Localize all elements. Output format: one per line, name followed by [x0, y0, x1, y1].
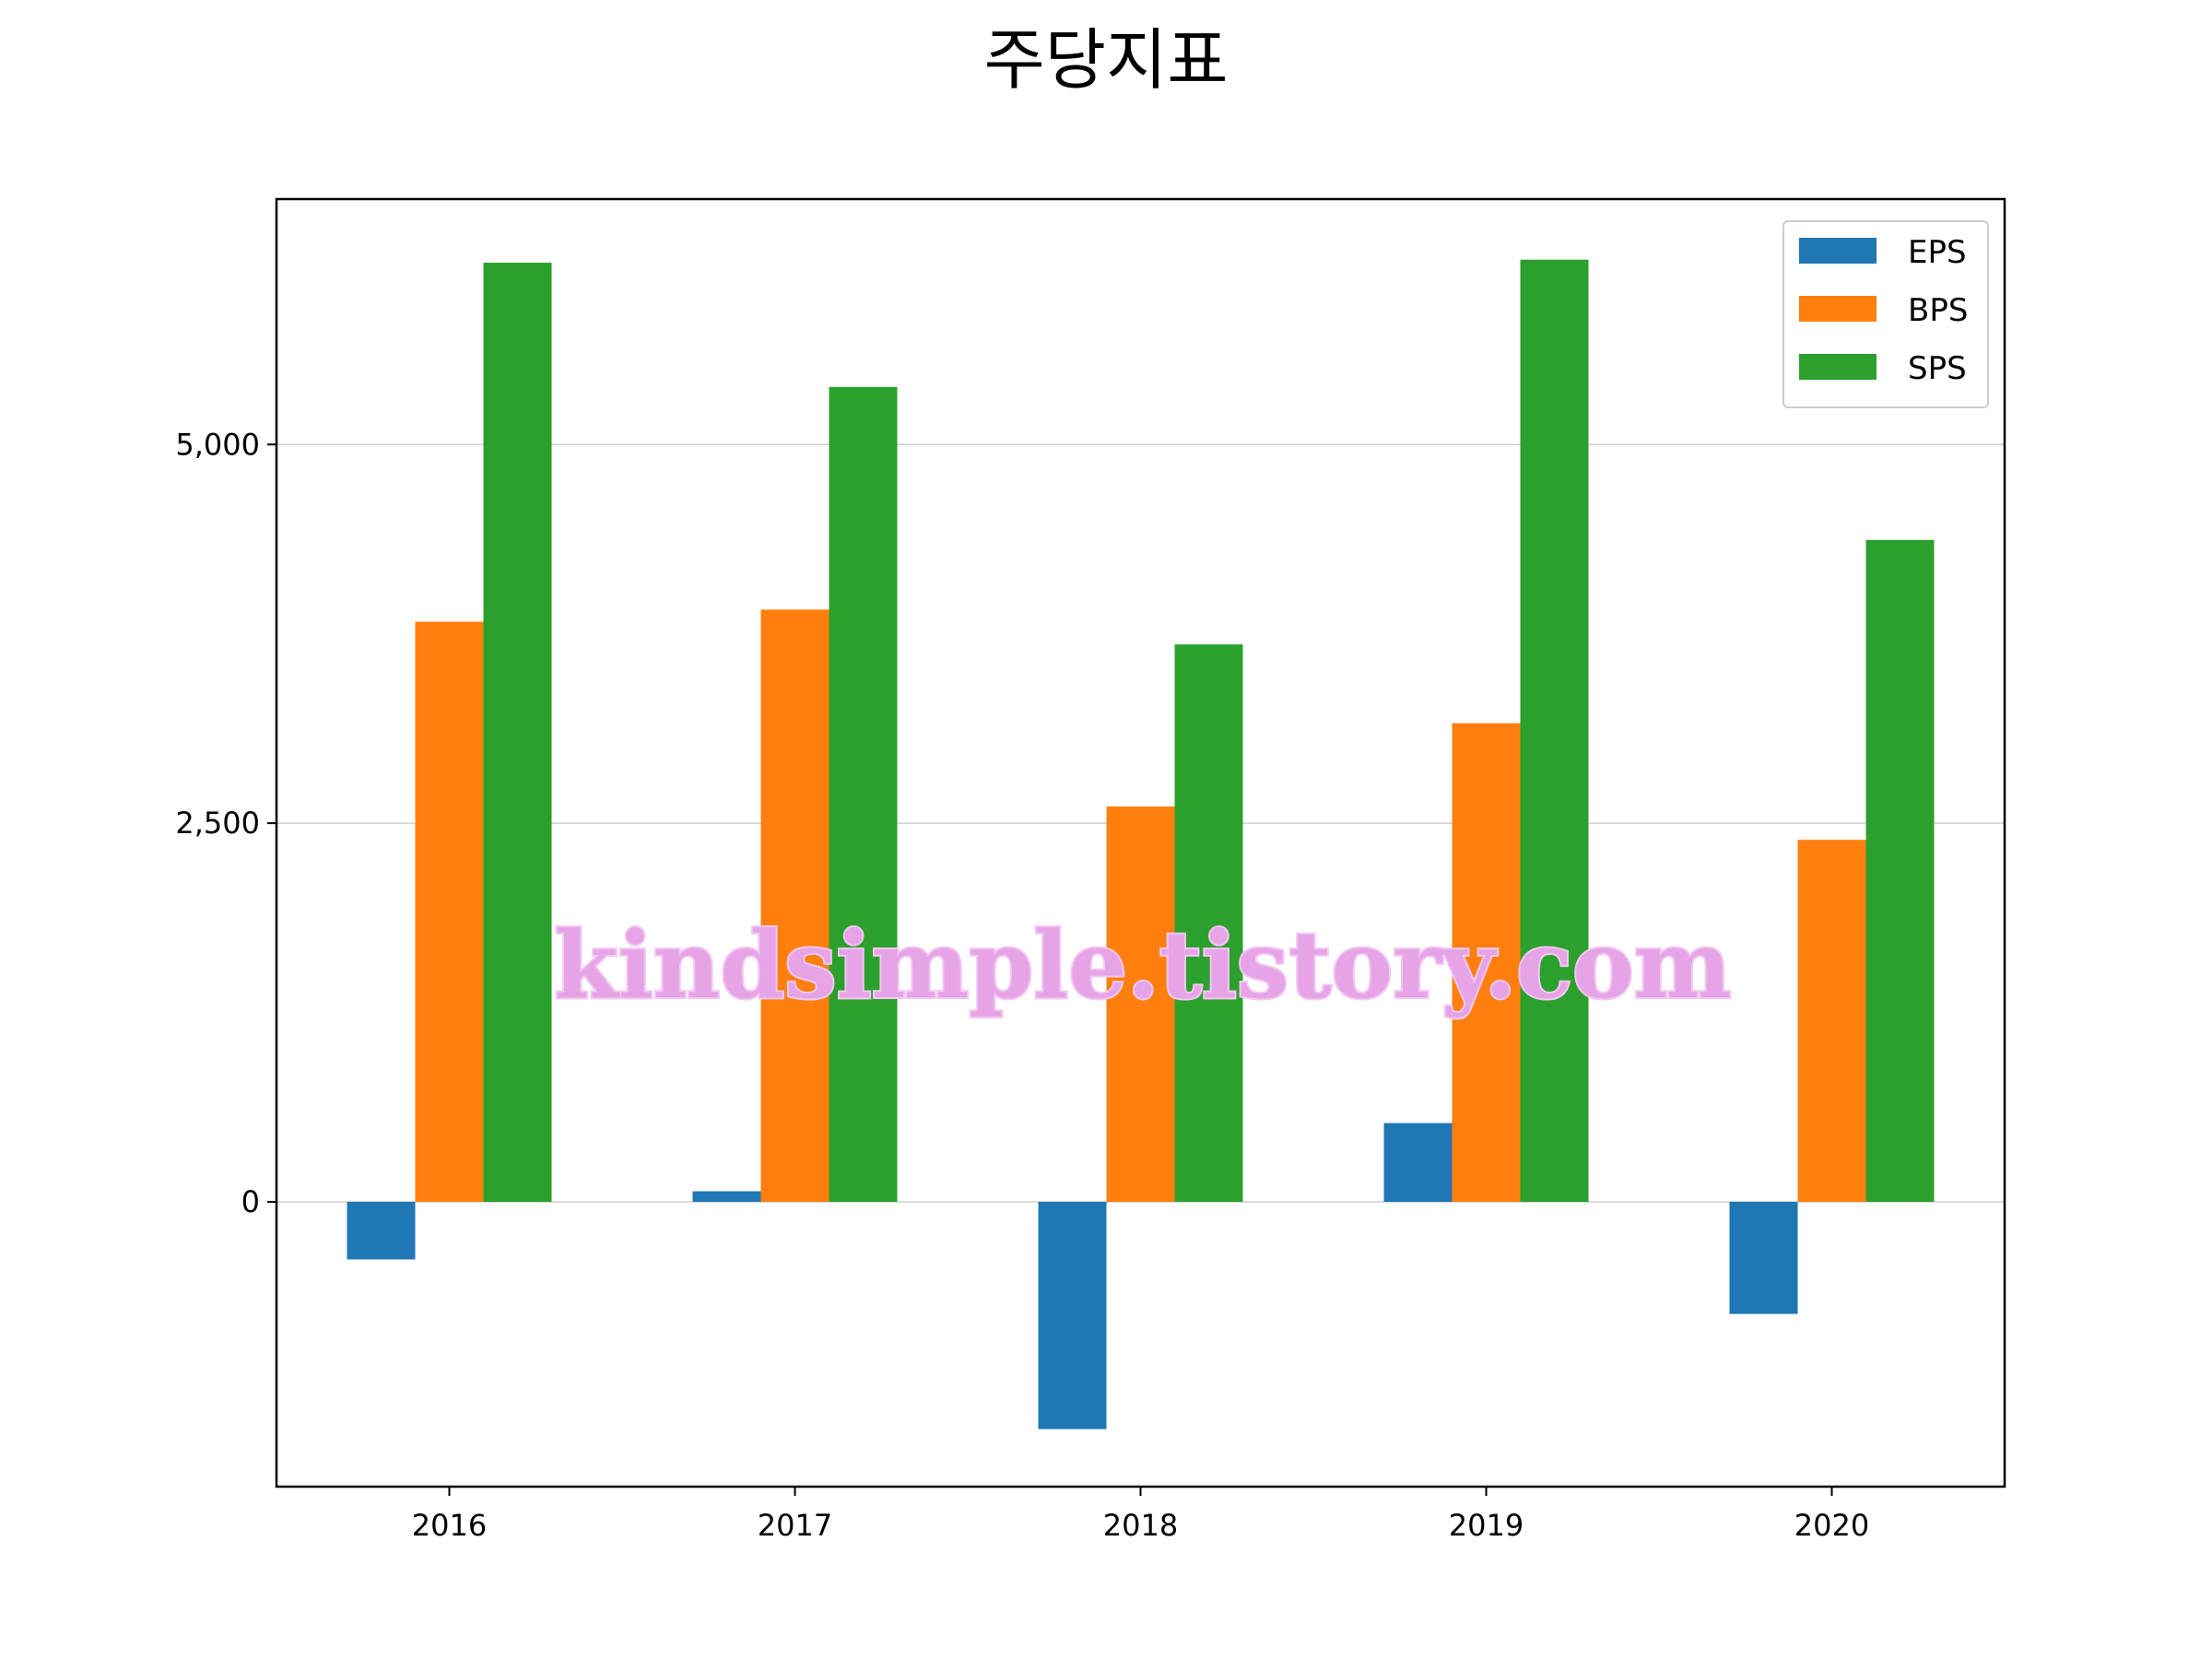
- x-tick-label: 2020: [1794, 1508, 1869, 1543]
- bars-layer: [347, 259, 1935, 1430]
- bar-sps-2017: [829, 386, 898, 1203]
- y-tick-label: 2,500: [175, 806, 260, 841]
- bar-sps-2020: [1865, 539, 1935, 1203]
- bar-bps-2018: [1106, 806, 1175, 1203]
- bar-eps-2019: [1383, 1123, 1453, 1203]
- y-axis: 0 2,500 5,000: [175, 427, 276, 1219]
- legend-label-sps: SPS: [1908, 350, 1967, 387]
- legend-label-eps: EPS: [1908, 234, 1967, 271]
- bar-bps-2020: [1797, 840, 1866, 1203]
- bar-bps-2019: [1452, 723, 1521, 1203]
- x-axis: 2016 2017 2018 2019 2020: [412, 1487, 1869, 1543]
- x-tick-label: 2017: [758, 1508, 832, 1543]
- bar-sps-2018: [1174, 644, 1243, 1203]
- legend-label-bps: BPS: [1908, 292, 1968, 329]
- bar-bps-2017: [760, 609, 830, 1203]
- legend-swatch-bps: [1799, 296, 1877, 322]
- legend-swatch-eps: [1799, 238, 1877, 264]
- chart-title: 주당지표: [984, 21, 1229, 99]
- bar-bps-2016: [415, 621, 484, 1203]
- y-tick-label: 5,000: [175, 427, 260, 462]
- legend-swatch-sps: [1799, 354, 1877, 380]
- x-tick-label: 2019: [1449, 1508, 1524, 1543]
- bar-sps-2016: [483, 263, 552, 1203]
- watermark-text: kindsimple.tistory.com: [554, 911, 1731, 1019]
- x-tick-label: 2018: [1103, 1508, 1178, 1543]
- bar-eps-2016: [347, 1202, 416, 1260]
- x-tick-label: 2016: [412, 1508, 487, 1543]
- bar-sps-2019: [1520, 259, 1589, 1203]
- bar-eps-2020: [1729, 1202, 1798, 1314]
- legend: EPS BPS SPS: [1783, 220, 1989, 408]
- y-tick-label: 0: [241, 1184, 260, 1219]
- bar-eps-2017: [692, 1191, 761, 1203]
- bar-eps-2018: [1038, 1202, 1107, 1430]
